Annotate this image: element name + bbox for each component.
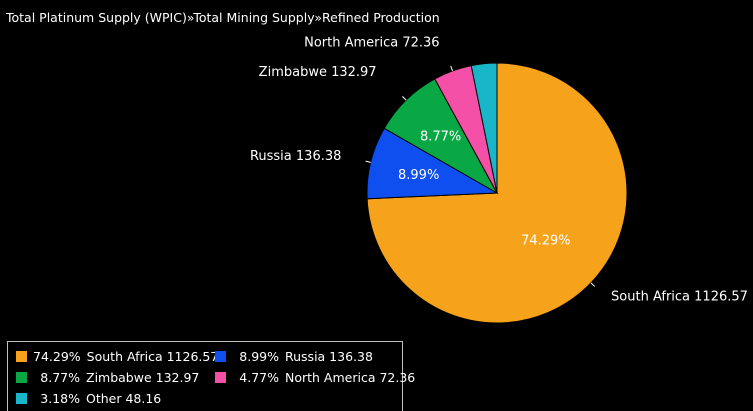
legend-swatch [215, 351, 226, 362]
legend-item: 3.18% Other 48.16 [16, 391, 161, 406]
slice-percent-label: 74.29% [521, 234, 571, 249]
chart-title: Total Platinum Supply (WPIC)»Total Minin… [6, 10, 440, 25]
callout-leader-line [402, 96, 407, 101]
slice-percent-label: 8.77% [420, 129, 461, 144]
slice-callout-label: South Africa 1126.57 [611, 289, 748, 304]
legend-item: 74.29% South Africa 1126.57 [16, 349, 218, 364]
legend-percent: 8.99% [239, 349, 279, 364]
legend-item: 8.99% Russia 136.38 [215, 349, 373, 364]
legend-percent: 3.18% [40, 391, 80, 406]
slice-callout-label: Russia 136.38 [250, 149, 341, 164]
legend-swatch [215, 372, 226, 383]
legend-swatch [16, 351, 27, 362]
pie-slice-other [470, 62, 498, 194]
legend-label: Russia 136.38 [285, 349, 373, 364]
callout-leader-line [590, 282, 596, 287]
legend-item: 4.77% North America 72.36 [215, 370, 415, 385]
legend-item: 8.77% Zimbabwe 132.97 [16, 370, 199, 385]
legend: 74.29% South Africa 1126.57 8.99% Russia 13… [7, 341, 415, 411]
legend-percent: 4.77% [239, 370, 279, 385]
legend-swatch [16, 393, 27, 404]
callout-leader-line [450, 65, 453, 72]
legend-label: Other 48.16 [86, 391, 162, 406]
legend-swatch [16, 372, 27, 383]
legend-label: Zimbabwe 132.97 [86, 370, 200, 385]
slice-callout-label: Zimbabwe 132.97 [259, 65, 377, 80]
legend-percent: 8.77% [40, 370, 80, 385]
slice-callout-label: North America 72.36 [304, 35, 439, 50]
slice-percent-label: 8.99% [398, 168, 439, 183]
callout-leader-line [365, 160, 371, 163]
legend-percent: 74.29% [33, 349, 81, 364]
pie-chart: 74.29% South Africa 1126.57 8.99% Russia 13… [250, 35, 748, 324]
legend-label: South Africa 1126.57 [86, 349, 219, 364]
legend-label: North America 72.36 [285, 370, 416, 385]
